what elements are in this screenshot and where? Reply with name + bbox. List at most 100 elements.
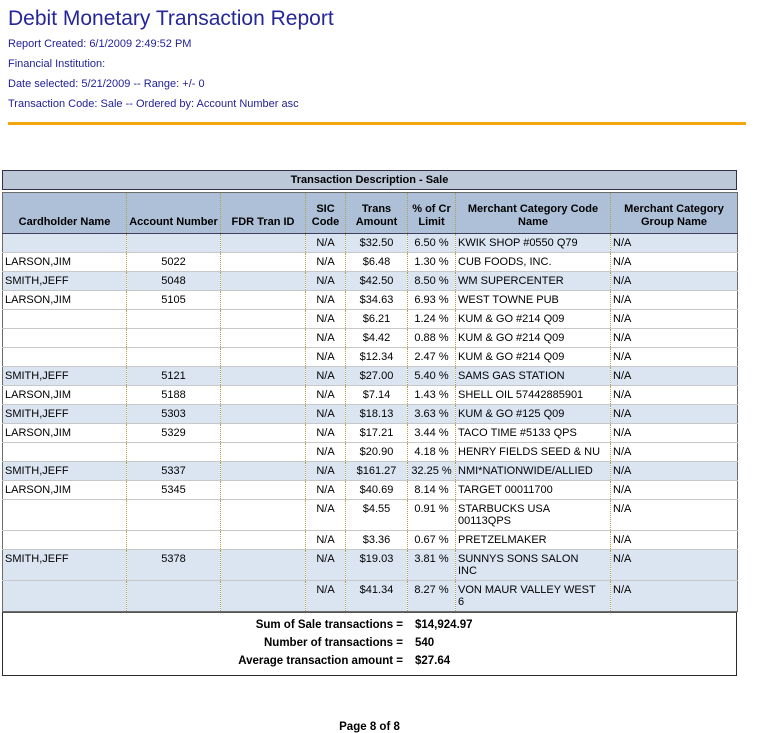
pct-of-cr-limit-cell: 1.30 % bbox=[407, 252, 456, 272]
merchant-category-code-name-cell: KUM & GO #125 Q09 bbox=[455, 404, 611, 424]
merchant-category-code-name-cell: WM SUPERCENTER bbox=[455, 271, 611, 291]
cardholder-name-cell: LARSON,JIM bbox=[5, 427, 72, 439]
account-number-cell bbox=[126, 347, 221, 367]
pct-of-cr-limit-cell: 8.50 % bbox=[407, 271, 456, 291]
account-number-cell: 5329 bbox=[126, 423, 221, 443]
cardholder-name-cell bbox=[3, 234, 127, 253]
col-header-sic-code: SIC Code bbox=[305, 192, 346, 234]
trans-amount-cell: $40.69 bbox=[345, 480, 408, 500]
date-selected-line: Date selected: 5/21/2009 -- Range: +/- 0 bbox=[8, 78, 205, 90]
number-of-transactions-value: 540 bbox=[415, 637, 435, 649]
cardholder-name-cell: SMITH,JEFF bbox=[5, 553, 69, 565]
trans-amount-cell: $4.42 bbox=[345, 328, 408, 348]
merchant-category-code-name-cell: WEST TOWNE PUB bbox=[455, 290, 611, 310]
fdr-tran-id-cell bbox=[220, 309, 306, 329]
col-header-merchant-category-code-name: Merchant Category Code Name bbox=[455, 192, 611, 234]
cardholder-name-cell: SMITH,JEFF bbox=[5, 370, 69, 382]
report-created-line: Report Created: 6/1/2009 2:49:52 PM bbox=[8, 38, 192, 50]
table-row: N/A $20.90 4.18 % HENRY FIELDS SEED & NU N/A bbox=[2, 442, 738, 462]
merchant-category-group-name-cell: N/A bbox=[610, 499, 738, 531]
summary-sum-line: Sum of Sale transactions = $14,924.97 bbox=[3, 616, 736, 634]
column-header-row: Cardholder Name Account Number FDR Tran … bbox=[2, 192, 738, 234]
account-number-cell bbox=[126, 442, 221, 462]
pct-of-cr-limit-cell: 8.14 % bbox=[407, 480, 456, 500]
merchant-category-group-name-cell: N/A bbox=[610, 442, 738, 462]
table-row: N/A $4.55 0.91 % STARBUCKS USA 00113QPS N/A bbox=[2, 499, 738, 531]
cardholder-name-cell bbox=[3, 329, 127, 348]
col-header-merchant-category-group-name: Merchant Category Group Name bbox=[610, 192, 738, 234]
merchant-category-group-name-cell: N/A bbox=[610, 480, 738, 500]
fdr-tran-id-cell bbox=[220, 290, 306, 310]
trans-amount-cell: $20.90 bbox=[345, 442, 408, 462]
number-of-transactions-label: Number of transactions = bbox=[264, 637, 403, 649]
fdr-tran-id-cell bbox=[220, 347, 306, 367]
merchant-category-group-name-cell: N/A bbox=[610, 271, 738, 291]
sic-code-cell: N/A bbox=[305, 580, 346, 612]
transaction-table: Transaction Description - Sale Cardholde… bbox=[2, 170, 738, 676]
summary-count-line: Number of transactions = 540 bbox=[3, 634, 736, 652]
sic-code-cell: N/A bbox=[305, 233, 346, 253]
fdr-tran-id-cell bbox=[220, 530, 306, 550]
trans-amount-cell: $27.00 bbox=[345, 366, 408, 386]
trans-amount-cell: $3.36 bbox=[345, 530, 408, 550]
cardholder-name-cell bbox=[3, 581, 127, 612]
summary-average-line: Average transaction amount = $27.64 bbox=[3, 652, 736, 670]
average-transaction-value: $27.64 bbox=[415, 655, 451, 667]
cardholder-name-cell: SMITH,JEFF bbox=[5, 465, 69, 477]
sic-code-cell: N/A bbox=[305, 309, 346, 329]
trans-amount-cell: $41.34 bbox=[345, 580, 408, 612]
merchant-category-group-name-cell: N/A bbox=[610, 309, 738, 329]
pct-of-cr-limit-cell: 1.43 % bbox=[407, 385, 456, 405]
cardholder-name-cell: SMITH,JEFF bbox=[5, 408, 69, 420]
merchant-category-code-name-cell: PRETZELMAKER bbox=[455, 530, 611, 550]
merchant-category-group-name-cell: N/A bbox=[610, 347, 738, 367]
table-row: SMITH,JEFF 5048 N/A $42.50 8.50 % WM SUPERCEN… bbox=[2, 271, 738, 291]
trans-amount-cell: $4.55 bbox=[345, 499, 408, 531]
account-number-cell bbox=[126, 499, 221, 531]
trans-amount-cell: $19.03 bbox=[345, 549, 408, 581]
sic-code-cell: N/A bbox=[305, 442, 346, 462]
merchant-category-group-name-cell: N/A bbox=[610, 549, 738, 581]
table-row: N/A $12.34 2.47 % KUM & GO #214 Q09 N/A bbox=[2, 347, 738, 367]
pct-of-cr-limit-cell: 0.88 % bbox=[407, 328, 456, 348]
merchant-category-code-name-cell: VON MAUR VALLEY WEST 6 bbox=[455, 580, 611, 612]
pct-of-cr-limit-cell: 4.18 % bbox=[407, 442, 456, 462]
account-number-cell bbox=[126, 328, 221, 348]
merchant-category-group-name-cell: N/A bbox=[610, 404, 738, 424]
trans-amount-cell: $6.21 bbox=[345, 309, 408, 329]
account-number-cell: 5105 bbox=[126, 290, 221, 310]
fdr-tran-id-cell bbox=[220, 328, 306, 348]
cardholder-name-cell: SMITH,JEFF bbox=[5, 275, 69, 287]
cardholder-name-cell bbox=[3, 500, 127, 531]
table-row: SMITH,JEFF 5303 N/A $18.13 3.63 % KUM & GO #1… bbox=[2, 404, 738, 424]
fdr-tran-id-cell bbox=[220, 252, 306, 272]
col-header-trans-amount: Trans Amount bbox=[345, 192, 408, 234]
transaction-code-line: Transaction Code: Sale -- Ordered by: Ac… bbox=[8, 98, 299, 110]
trans-amount-cell: $6.48 bbox=[345, 252, 408, 272]
table-row: LARSON,JIM 5022 N/A $6.48 1.30 % CUB FOODS, I… bbox=[2, 252, 738, 272]
sic-code-cell: N/A bbox=[305, 404, 346, 424]
account-number-cell bbox=[126, 309, 221, 329]
fdr-tran-id-cell bbox=[220, 271, 306, 291]
cardholder-name-cell bbox=[3, 348, 127, 367]
pct-of-cr-limit-cell: 32.25 % bbox=[407, 461, 456, 481]
cardholder-name-cell bbox=[3, 531, 127, 550]
merchant-category-code-name-cell: KUM & GO #214 Q09 bbox=[455, 309, 611, 329]
account-number-cell bbox=[126, 580, 221, 612]
table-row: N/A $4.42 0.88 % KUM & GO #214 Q09 N/A bbox=[2, 328, 738, 348]
fdr-tran-id-cell bbox=[220, 442, 306, 462]
merchant-category-group-name-cell: N/A bbox=[610, 385, 738, 405]
average-transaction-label: Average transaction amount = bbox=[238, 655, 403, 667]
fdr-tran-id-cell bbox=[220, 423, 306, 443]
table-row: LARSON,JIM 5329 N/A $17.21 3.44 % TACO TIME #… bbox=[2, 423, 738, 443]
pct-of-cr-limit-cell: 0.67 % bbox=[407, 530, 456, 550]
trans-amount-cell: $12.34 bbox=[345, 347, 408, 367]
sic-code-cell: N/A bbox=[305, 252, 346, 272]
transaction-table-body: N/A $32.50 6.50 % KWIK SHOP #0550 Q79 N/A LAR… bbox=[2, 233, 738, 612]
table-row: N/A $6.21 1.24 % KUM & GO #214 Q09 N/A bbox=[2, 309, 738, 329]
account-number-cell: 5378 bbox=[126, 549, 221, 581]
col-header-fdr-tran-id: FDR Tran ID bbox=[220, 192, 306, 234]
trans-amount-cell: $32.50 bbox=[345, 233, 408, 253]
account-number-cell: 5345 bbox=[126, 480, 221, 500]
merchant-category-code-name-cell: KWIK SHOP #0550 Q79 bbox=[455, 233, 611, 253]
